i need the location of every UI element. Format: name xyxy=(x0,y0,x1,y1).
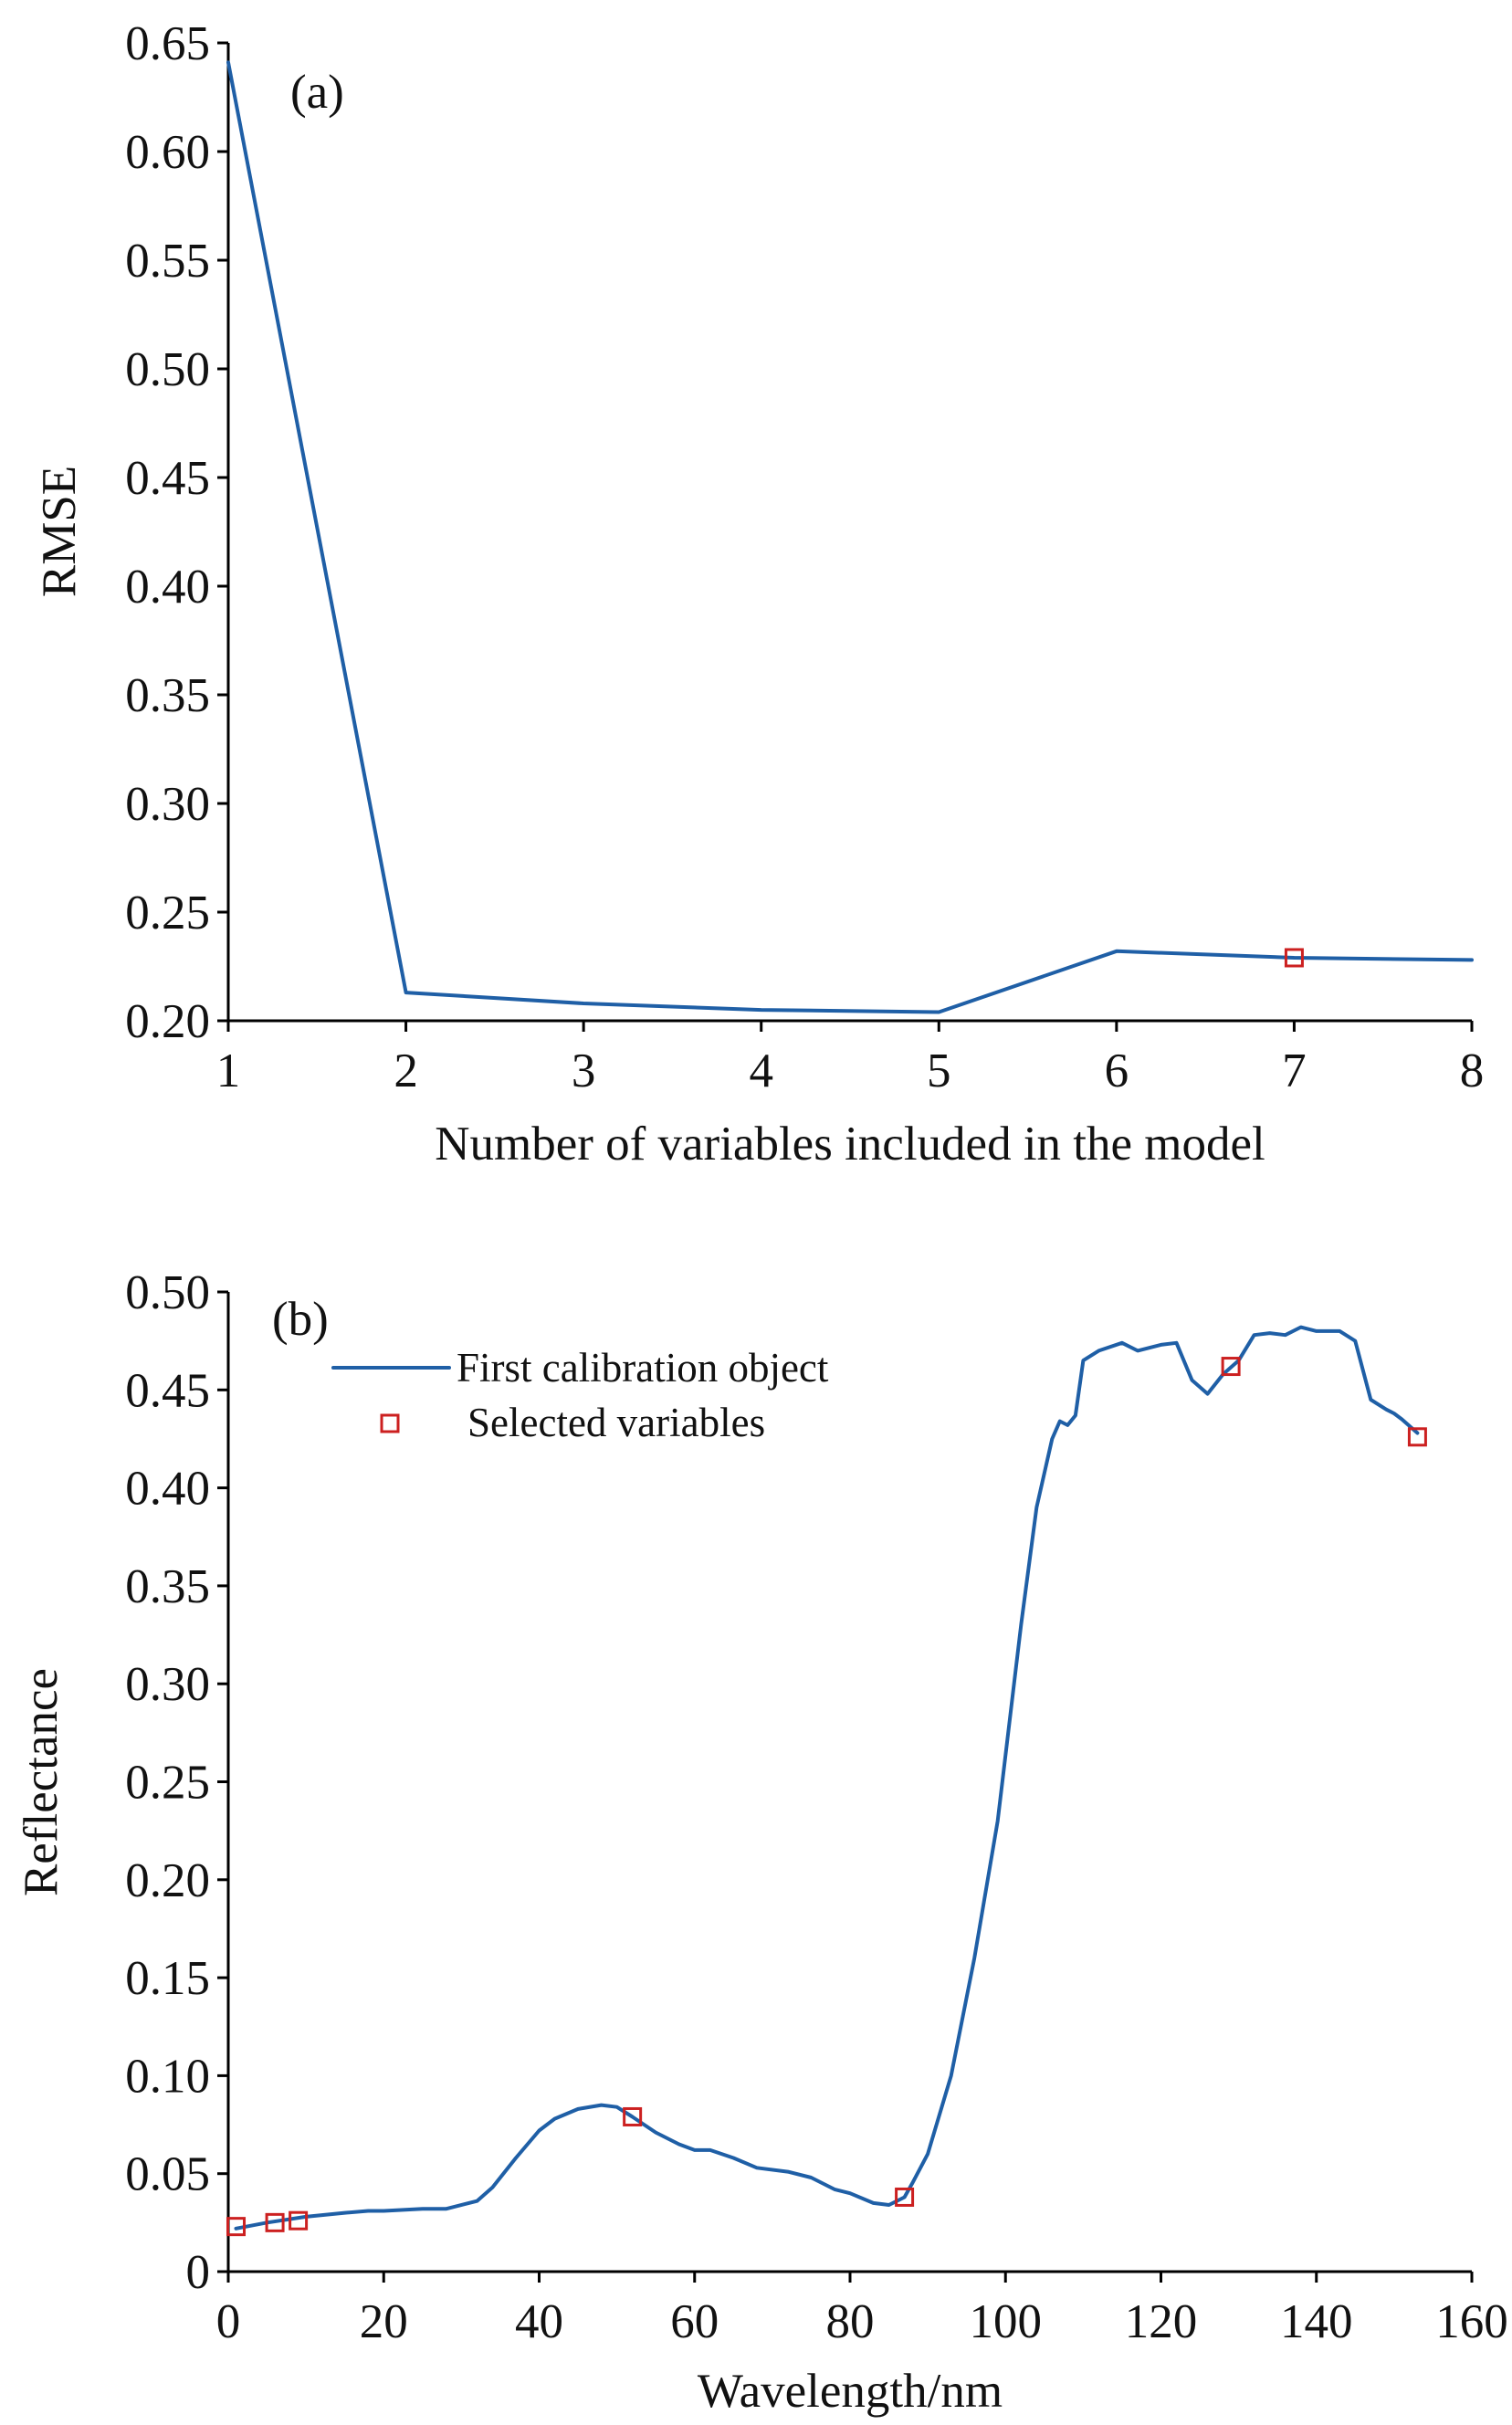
x-tick-label: 8 xyxy=(1460,1045,1485,1097)
y-tick-label: 0.10 xyxy=(125,2050,210,2103)
y-tick-label: 0.35 xyxy=(125,1560,210,1613)
panel-a-y-ticks: 0.20 0.25 0.30 0.35 0.40 0.45 0.50 0.55 0.60 0.65 xyxy=(125,17,228,1048)
panel-a-x-ticks: 1 2 3 4 5 6 7 8 xyxy=(216,1021,1485,1097)
panel-a-series xyxy=(226,60,1474,1014)
selected-variable-marker xyxy=(1407,1427,1427,1447)
y-tick-label: 0.60 xyxy=(125,126,210,179)
y-tick-label: 0.45 xyxy=(125,452,210,505)
series-line xyxy=(234,1325,1420,2231)
x-tick-label: 0 xyxy=(216,2295,241,2348)
x-tick-label: 4 xyxy=(749,1045,773,1097)
x-tick-label: 40 xyxy=(515,2295,563,2348)
panel-b-label: (b) xyxy=(272,1293,329,1346)
panel-b-x-ticks: 0 20 40 60 80 100 120 140 160 xyxy=(216,2272,1508,2348)
selected-variable-marker xyxy=(1221,1357,1241,1377)
legend-line-label: First calibration object xyxy=(457,1345,829,1391)
y-tick-label: 0.35 xyxy=(125,669,210,722)
x-tick-label: 1 xyxy=(216,1045,241,1097)
y-tick-label: 0.05 xyxy=(125,2148,210,2201)
panel-b-y-axis-title: Reflectance xyxy=(15,1668,68,1896)
x-tick-label: 6 xyxy=(1105,1045,1129,1097)
panel-b-legend: First calibration object Selected variab… xyxy=(331,1345,829,1445)
y-tick-label: 0.15 xyxy=(125,1952,210,2005)
panel-a-rmse-chart: 0.20 0.25 0.30 0.35 0.40 0.45 0.50 0.55 0.60 0.65… xyxy=(33,17,1484,1171)
y-tick-label: 0.40 xyxy=(125,1463,210,1516)
legend-marker-swatch xyxy=(380,1413,400,1433)
x-tick-label: 3 xyxy=(572,1045,596,1097)
y-tick-label: 0.20 xyxy=(125,1854,210,1907)
y-tick-label: 0.50 xyxy=(125,1266,210,1319)
x-tick-label: 140 xyxy=(1280,2295,1353,2348)
y-tick-label: 0.30 xyxy=(125,778,210,831)
x-tick-label: 20 xyxy=(360,2295,408,2348)
x-tick-label: 100 xyxy=(970,2295,1043,2348)
x-tick-label: 60 xyxy=(670,2295,719,2348)
y-tick-label: 0.55 xyxy=(125,235,210,288)
x-tick-label: 5 xyxy=(927,1045,951,1097)
y-tick-label: 0.30 xyxy=(125,1658,210,1711)
panel-b-series xyxy=(234,1325,1420,2231)
legend-marker-label: Selected variables xyxy=(467,1400,765,1445)
y-tick-label: 0.65 xyxy=(125,17,210,70)
panel-b-markers xyxy=(226,1357,1427,2237)
series-line xyxy=(226,60,1474,1014)
panel-b-axes xyxy=(226,1292,1472,2273)
selected-variable-marker xyxy=(623,2106,643,2126)
selected-variable-marker xyxy=(1284,948,1304,968)
panel-b-reflectance-chart: 0 0.05 0.10 0.15 0.20 0.25 0.30 0.35 0.40 0.45 0.5… xyxy=(15,1266,1508,2418)
y-tick-label: 0.40 xyxy=(125,561,210,614)
panel-a-markers xyxy=(1284,948,1304,968)
x-tick-label: 80 xyxy=(826,2295,875,2348)
selected-variable-marker xyxy=(265,2212,285,2232)
y-tick-label: 0.25 xyxy=(125,1757,210,1810)
y-tick-label: 0.20 xyxy=(125,995,210,1048)
y-tick-label: 0.50 xyxy=(125,343,210,396)
panel-a-axes xyxy=(226,43,1472,1023)
selected-variable-marker xyxy=(226,2217,247,2237)
selected-variable-marker xyxy=(289,2210,309,2231)
panel-b-x-axis-title: Wavelength/nm xyxy=(698,2365,1003,2418)
x-tick-label: 2 xyxy=(394,1045,418,1097)
y-tick-label: 0.25 xyxy=(125,887,210,940)
panel-a-x-axis-title: Number of variables included in the mode… xyxy=(435,1118,1265,1171)
y-tick-label: 0 xyxy=(186,2246,211,2299)
panel-b-y-ticks: 0 0.05 0.10 0.15 0.20 0.25 0.30 0.35 0.40 0.45 0.5… xyxy=(125,1266,228,2299)
y-tick-label: 0.45 xyxy=(125,1364,210,1417)
selected-variable-marker xyxy=(895,2187,915,2207)
x-tick-label: 160 xyxy=(1435,2295,1508,2348)
x-tick-label: 7 xyxy=(1282,1045,1307,1097)
panel-a-y-axis-title: RMSE xyxy=(33,466,86,597)
panel-a-label: (a) xyxy=(290,66,344,119)
x-tick-label: 120 xyxy=(1125,2295,1198,2348)
